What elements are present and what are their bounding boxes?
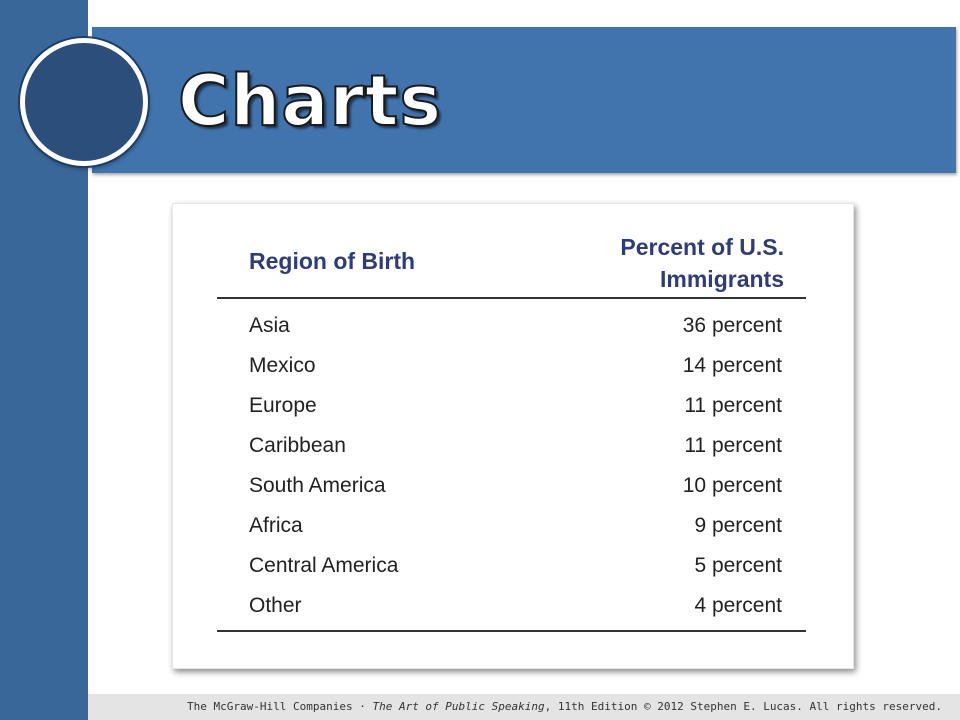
- footer-edition: , 11th Edition: [544, 700, 638, 713]
- region-cell: Other: [249, 594, 302, 617]
- footer-credit: The McGraw-Hill Companies · The Art of P…: [187, 700, 942, 713]
- region-cell: South America: [249, 474, 386, 497]
- region-cell: Mexico: [249, 354, 316, 377]
- table-row: Central America 5 percent: [249, 546, 782, 586]
- percent-cell: 10 percent: [682, 474, 782, 497]
- column-header-percent-line1: Percent of U.S.: [620, 234, 784, 260]
- table-rule-bottom: [217, 630, 806, 632]
- title-box: [92, 27, 956, 173]
- table-body: Asia 36 percent Mexico 14 percent Europe…: [249, 306, 782, 626]
- table-row: South America 10 percent: [249, 466, 782, 506]
- percent-cell: 14 percent: [682, 354, 782, 377]
- footer-copyright: © 2012 Stephen E. Lucas. All rights rese…: [643, 700, 942, 713]
- region-cell: Central America: [249, 554, 399, 577]
- table-row: Caribbean 11 percent: [249, 426, 782, 466]
- percent-cell: 5 percent: [694, 554, 782, 577]
- column-header-percent-line2: Immigrants: [660, 266, 784, 292]
- table-row: Africa 9 percent: [249, 506, 782, 546]
- percent-cell: 4 percent: [694, 594, 782, 617]
- percent-cell: 11 percent: [684, 394, 782, 417]
- table-row: Asia 36 percent: [249, 306, 782, 346]
- region-cell: Asia: [249, 314, 290, 337]
- footer-separator: ·: [359, 700, 366, 713]
- region-cell: Caribbean: [249, 434, 346, 457]
- title-circle-decoration: [20, 38, 148, 166]
- table-rule-top: [217, 297, 806, 299]
- slide-title: Charts: [177, 59, 443, 143]
- percent-cell: 11 percent: [684, 434, 782, 457]
- column-header-region: Region of Birth: [249, 248, 416, 274]
- table-row: Europe 11 percent: [249, 386, 782, 426]
- column-header-percent: Percent of U.S. Immigrants: [524, 231, 784, 295]
- table-row: Other 4 percent: [249, 586, 782, 626]
- footer-publisher: The McGraw-Hill Companies: [187, 700, 353, 713]
- footer-book-title: The Art of Public Speaking: [372, 700, 545, 713]
- table-row: Mexico 14 percent: [249, 346, 782, 386]
- region-cell: Africa: [249, 514, 303, 537]
- region-cell: Europe: [249, 394, 317, 417]
- footer-bar: The McGraw-Hill Companies · The Art of P…: [88, 694, 960, 720]
- percent-cell: 36 percent: [682, 314, 782, 337]
- table-card: [172, 203, 854, 669]
- percent-cell: 9 percent: [694, 514, 782, 537]
